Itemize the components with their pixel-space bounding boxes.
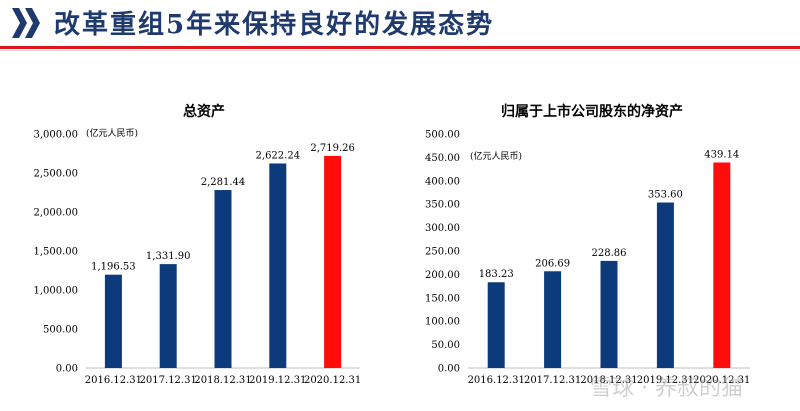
bar-2018.12.31: [214, 190, 232, 368]
data-label: 2,281.44: [201, 177, 246, 188]
header-divider: [0, 46, 800, 49]
y-tick-label: 450.00: [425, 153, 460, 164]
bar-2020.12.31: [713, 162, 731, 368]
x-tick-label: 2018.12.31: [580, 375, 637, 386]
double-chevron-right-icon: [12, 8, 40, 38]
x-tick-label: 2016.12.31: [85, 375, 142, 386]
y-tick-label: 1,500.00: [33, 247, 78, 258]
y-tick-label: 0.00: [438, 364, 460, 375]
x-tick-label: 2020.12.31: [693, 375, 750, 386]
y-tick-label: 500.00: [43, 325, 78, 336]
chart-title: 总资产: [183, 103, 225, 120]
y-tick-label: 350.00: [425, 200, 460, 211]
y-tick-label: 2,500.00: [33, 169, 78, 180]
x-tick-label: 2017.12.31: [140, 375, 197, 386]
y-tick-label: 1,000.00: [33, 286, 78, 297]
bar-2019.12.31: [656, 202, 674, 368]
x-tick-label: 2018.12.31: [194, 375, 251, 386]
bar-2016.12.31: [104, 274, 122, 368]
x-tick-label: 2020.12.31: [304, 375, 361, 386]
data-label: 1,331.90: [146, 251, 191, 262]
data-label: 353.60: [648, 190, 683, 201]
y-tick-label: 0.00: [56, 364, 78, 375]
y-tick-label: 2,000.00: [33, 208, 78, 219]
y-tick-label: 3,000.00: [33, 130, 78, 141]
data-label: 206.69: [535, 258, 570, 269]
header-divider-shadow: [0, 50, 800, 51]
data-label: 1,196.53: [91, 262, 136, 273]
y-tick-label: 500.00: [425, 130, 460, 141]
bar-2016.12.31: [487, 282, 505, 368]
y-tick-label: 400.00: [425, 176, 460, 187]
y-tick-label: 150.00: [425, 293, 460, 304]
data-label: 2,719.26: [310, 143, 355, 154]
slide-title: 改革重组5年来保持良好的发展态势: [54, 10, 495, 40]
y-tick-label: 300.00: [425, 223, 460, 234]
data-label: 183.23: [479, 269, 514, 280]
data-label: 2,622.24: [256, 150, 301, 161]
slide-header: 改革重组5年来保持良好的发展态势: [0, 0, 800, 51]
chart-title: 归属于上市公司股东的净资产: [501, 103, 683, 120]
bar-2017.12.31: [544, 271, 562, 368]
x-tick-label: 2016.12.31: [468, 375, 525, 386]
y-tick-label: 200.00: [425, 270, 460, 281]
watermark: 雪球 · 养叔的猫: [590, 376, 743, 401]
unit-label: (亿元人民币): [470, 150, 522, 162]
y-tick-label: 100.00: [425, 317, 460, 328]
bar-2020.12.31: [324, 155, 342, 368]
bar-2019.12.31: [269, 163, 287, 368]
bar-2017.12.31: [159, 264, 177, 368]
y-tick-label: 50.00: [431, 340, 460, 351]
x-tick-label: 2019.12.31: [249, 375, 306, 386]
data-label: 228.86: [592, 248, 627, 259]
data-label: 439.14: [704, 149, 739, 160]
x-tick-label: 2019.12.31: [637, 375, 694, 386]
unit-label: (亿元人民币): [86, 127, 138, 139]
y-tick-label: 250.00: [425, 247, 460, 258]
x-tick-label: 2017.12.31: [524, 375, 581, 386]
bar-2018.12.31: [600, 260, 618, 368]
